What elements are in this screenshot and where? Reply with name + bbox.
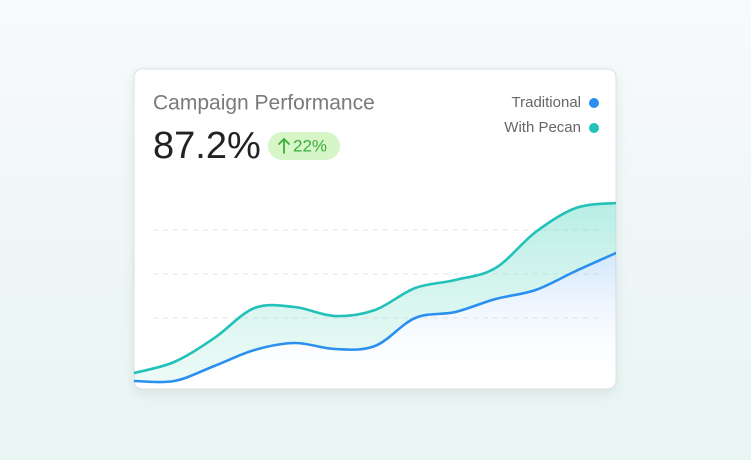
band-fill <box>134 203 616 383</box>
plot <box>134 201 616 389</box>
up-arrow <box>278 138 290 154</box>
legend: Traditional With Pecan <box>504 94 599 136</box>
area-fill <box>134 253 616 389</box>
legend-label: Traditional <box>512 94 581 111</box>
badge <box>268 132 340 160</box>
legend-swatch <box>589 98 599 108</box>
card-title: Campaign Performance <box>153 92 375 115</box>
series-line <box>134 251 616 384</box>
badge-value: 22% <box>293 136 327 155</box>
legend-swatch <box>589 123 599 133</box>
series-line <box>134 201 616 375</box>
headline-value: 87.2% <box>153 125 261 167</box>
legend-label: With Pecan <box>504 119 581 136</box>
